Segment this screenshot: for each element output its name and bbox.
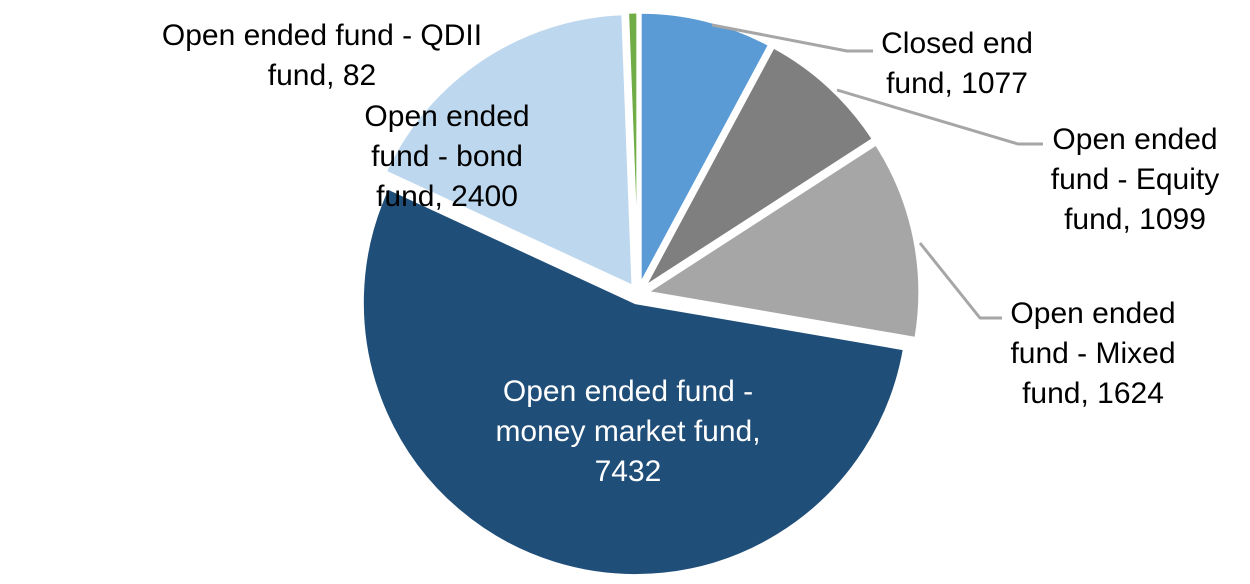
data-label-line: Closed end [881,27,1033,60]
leader-line-open-ended-equity-fund [836,88,1043,146]
pie-slice-open-ended-qdii-fund [626,10,640,286]
data-label-line: fund, 2400 [376,180,518,213]
data-label-open-ended-bond-fund: Open ended fund - bond fund, 2400 [364,97,529,217]
data-label-line: fund, 1099 [1064,203,1206,236]
data-label-open-ended-qdii-fund: Open ended fund - QDII fund, 82 [162,16,482,96]
data-label-line: fund, 82 [267,59,377,92]
data-label-open-ended-mixed-fund: Open ended fund - Mixed fund, 1624 [1010,294,1175,414]
data-label-line: fund - Mixed [1010,337,1176,370]
data-label-line: Open ended [1010,297,1176,330]
leader-lines [711,23,1043,320]
pie-slices [360,10,922,578]
data-label-open-ended-equity-fund: Open ended fund - Equity fund, 1099 [1051,120,1219,240]
pie-slice-open-ended-money-market-fund [360,185,907,578]
leader-line-open-ended-mixed-fund [918,242,1002,320]
data-label-line: Open ended [1052,123,1218,156]
data-label-line: Open ended [364,100,530,133]
data-label-open-ended-money-market-fund: Open ended fund - money market fund, 743… [495,372,760,492]
pie-slice-closed-end-fund [638,10,772,286]
pie-slice-open-ended-equity-fund [642,44,876,289]
data-label-line: 7432 [594,455,662,488]
data-label-line: fund - bond [371,140,523,173]
data-label-line: Open ended fund - [502,375,754,408]
pie-slice-open-ended-mixed-fund [642,141,922,341]
data-label-line: money market fund, [495,415,761,448]
data-label-line: fund - Equity [1050,163,1220,196]
data-label-line: fund, 1077 [886,67,1028,100]
data-label-line: Open ended fund - QDII [161,19,483,52]
pie-slice-open-ended-bond-fund [383,12,635,289]
leader-line-closed-end-fund [711,23,873,53]
data-label-line: fund, 1624 [1022,377,1164,410]
data-label-closed-end-fund: Closed end fund, 1077 [881,24,1033,104]
